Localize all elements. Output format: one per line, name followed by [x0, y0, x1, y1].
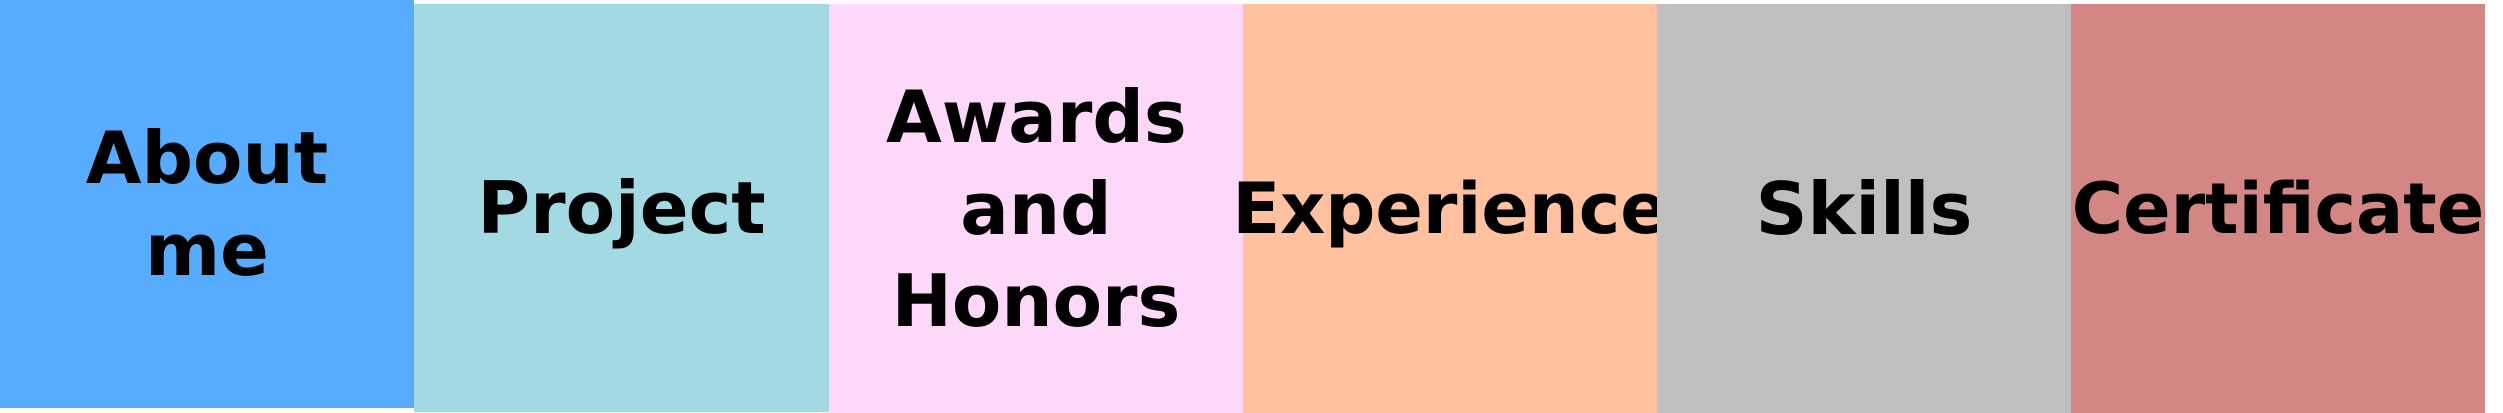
tab-certificate-label: Certificate [2071, 167, 2485, 250]
tab-experience-label: Experience [1232, 167, 1668, 250]
tab-awards-and-honors[interactable]: Awards and Honors [829, 4, 1243, 413]
tab-awards-and-honors-label: Awards and Honors [886, 74, 1187, 343]
tab-experience[interactable]: Experience [1232, 4, 1668, 413]
tab-skills[interactable]: Skills [1657, 4, 2071, 413]
tab-about-me-label: About me [85, 116, 329, 292]
tab-project[interactable]: Project [414, 4, 829, 412]
tab-certificate[interactable]: Certificate [2071, 4, 2485, 413]
tab-skills-label: Skills [1755, 166, 1973, 251]
tab-project-label: Project [477, 166, 766, 250]
tab-about-me[interactable]: About me [0, 0, 414, 408]
